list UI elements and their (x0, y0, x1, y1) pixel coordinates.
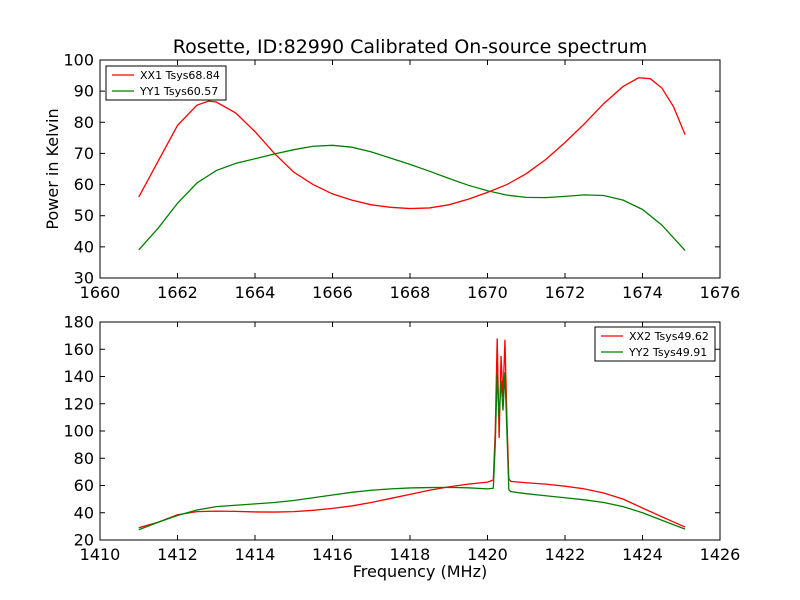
y-tick-label: 100 (63, 422, 94, 441)
legend-box (105, 65, 227, 101)
y-tick-label: 20 (74, 531, 94, 550)
x-tick-label: 1662 (157, 283, 198, 302)
x-tick-label: 1418 (390, 545, 431, 564)
y-tick-label: 70 (74, 144, 94, 163)
legend: XX2 Tsys49.62 YY2 Tsys49.91 (594, 326, 716, 362)
x-tick-label: 1422 (545, 545, 586, 564)
x-tick-label: 1416 (312, 545, 353, 564)
x-tick-label: 1426 (700, 545, 741, 564)
y-tick-label: 180 (63, 313, 94, 332)
x-tick-label: 1668 (390, 283, 431, 302)
y-tick-label: 80 (74, 113, 94, 132)
x-tick-label: 1414 (235, 545, 276, 564)
series-line-xx (138, 77, 686, 210)
y-tick-label: 60 (74, 476, 94, 495)
legend: XX1 Tsys68.84 YY1 Tsys60.57 (105, 65, 227, 101)
y-tick-label: 40 (74, 503, 94, 522)
x-tick-label: 1670 (467, 283, 508, 302)
x-tick-label: 1666 (312, 283, 353, 302)
series-line-xx (138, 338, 686, 529)
legend-box (594, 326, 716, 362)
y-tick-label: 60 (74, 175, 94, 194)
figure-title: Rosette, ID:82990 Calibrated On-source s… (173, 36, 647, 58)
y-tick-label: 90 (74, 82, 94, 101)
series-line-yy (138, 144, 686, 252)
y-tick-label: 30 (74, 269, 94, 288)
y-tick-label: 140 (63, 367, 94, 386)
y-tick-label: 160 (63, 340, 94, 359)
x-tick-label: 1660 (80, 283, 121, 302)
y-tick-label: 100 (63, 51, 94, 70)
x-tick-label: 1674 (622, 283, 663, 302)
x-tick-label: 1412 (157, 545, 198, 564)
x-tick-label: 1664 (235, 283, 276, 302)
bottom-spectrum-panel: 1410 1412 1414 1416 1418 1420 1422 1424 1426 20 40… (63, 313, 740, 582)
x-tick-label: 1410 (80, 545, 121, 564)
y-axis-label: Power in Kelvin (43, 108, 62, 229)
y-tick-label: 120 (63, 394, 94, 413)
legend-entry: YY2 Tsys49.91 (628, 346, 707, 359)
y-tick-label: 80 (74, 449, 94, 468)
x-tick-label: 1672 (545, 283, 586, 302)
x-tick-label: 1676 (700, 283, 741, 302)
x-tick-label: 1424 (622, 545, 663, 564)
y-tick-label: 40 (74, 237, 94, 256)
legend-entry: XX1 Tsys68.84 (140, 69, 220, 82)
top-spectrum-panel: 1660 1662 1664 1666 1668 1670 1672 1674 1676 30 40… (43, 51, 740, 303)
legend-entry: YY1 Tsys60.57 (139, 85, 218, 98)
x-axis-label: Frequency (MHz) (353, 562, 487, 581)
y-tick-label: 50 (74, 206, 94, 225)
series-line-yy (138, 372, 686, 531)
legend-entry: XX2 Tsys49.62 (629, 330, 709, 343)
x-tick-label: 1420 (467, 545, 508, 564)
